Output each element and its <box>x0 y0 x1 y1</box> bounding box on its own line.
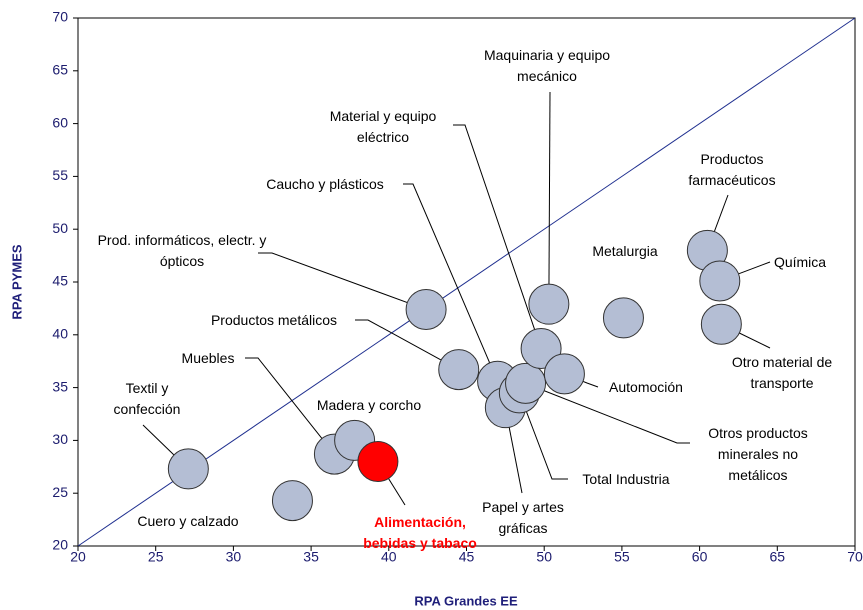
point-label: Otros productos minerales no metálicos <box>708 425 808 483</box>
point-label: Total Industria <box>582 471 670 487</box>
point-label: Maquinaria y equipo mecánico <box>483 47 611 84</box>
bubble <box>528 283 570 325</box>
y-tick-label: 55 <box>52 167 68 183</box>
bubble <box>505 362 547 404</box>
bubble <box>602 297 644 339</box>
y-tick-label: 60 <box>52 114 68 130</box>
point-label: Muebles <box>181 350 235 366</box>
leader-line <box>453 124 542 349</box>
y-tick-label: 50 <box>52 220 68 236</box>
x-tick-label: 50 <box>536 549 552 565</box>
point-label: Caucho y plásticos <box>266 176 384 192</box>
x-tick-label: 65 <box>770 549 786 565</box>
leader-line <box>403 183 499 382</box>
point-label: Otro material de transporte <box>731 354 833 391</box>
point-label: Productos metálicos <box>210 312 338 328</box>
x-tick-label: 20 <box>70 549 86 565</box>
leader-line <box>548 91 551 305</box>
leader-line <box>518 392 568 480</box>
y-tick-label: 25 <box>52 484 68 500</box>
x-tick-label: 35 <box>303 549 319 565</box>
x-tick-label: 70 <box>847 549 863 565</box>
bubble <box>699 260 741 302</box>
point-label: Metalurgia <box>592 243 658 259</box>
bubble <box>271 480 313 522</box>
point-label: Madera y corcho <box>316 397 422 413</box>
x-tick-label: 40 <box>381 549 397 565</box>
point-label: Papel y artes gráficas <box>482 499 564 536</box>
point-label: Automoción <box>609 379 683 395</box>
diagonal <box>77 17 856 547</box>
point-label: Material y equipo eléctrico <box>329 108 437 145</box>
x-tick-label: 45 <box>459 549 475 565</box>
bubble <box>405 288 447 330</box>
bubble <box>438 349 480 391</box>
y-tick-label: 35 <box>52 378 68 394</box>
x-tick-label: 25 <box>148 549 164 565</box>
leader-line <box>245 357 335 455</box>
point-label: Alimentación, bebidas y tabaco <box>363 514 477 551</box>
y-tick-label: 40 <box>52 326 68 342</box>
bubble <box>357 441 399 483</box>
point-label: Textil y confección <box>113 380 181 417</box>
x-tick-label: 60 <box>692 549 708 565</box>
point-label: Productos farmacéuticos <box>688 151 776 188</box>
point-label: Prod. informáticos, electr. y ópticos <box>97 232 267 269</box>
x-tick-label: 55 <box>614 549 630 565</box>
y-tick-label: 30 <box>52 431 68 447</box>
y-tick-label: 45 <box>52 273 68 289</box>
x-axis-title: RPA Grandes EE <box>414 593 518 608</box>
bubble <box>700 303 742 345</box>
y-tick-label: 65 <box>52 62 68 78</box>
leader-line <box>525 382 690 444</box>
bubble <box>543 353 585 395</box>
y-axis-title: RPA PYMES <box>9 244 24 319</box>
leader-line <box>258 252 427 310</box>
y-tick-label: 70 <box>52 9 68 25</box>
x-tick-label: 30 <box>226 549 242 565</box>
leader-line <box>355 319 459 371</box>
y-tick-label: 20 <box>52 537 68 553</box>
point-label: Cuero y calzado <box>137 513 239 529</box>
point-label: Química <box>773 254 827 270</box>
bubble <box>167 448 209 490</box>
